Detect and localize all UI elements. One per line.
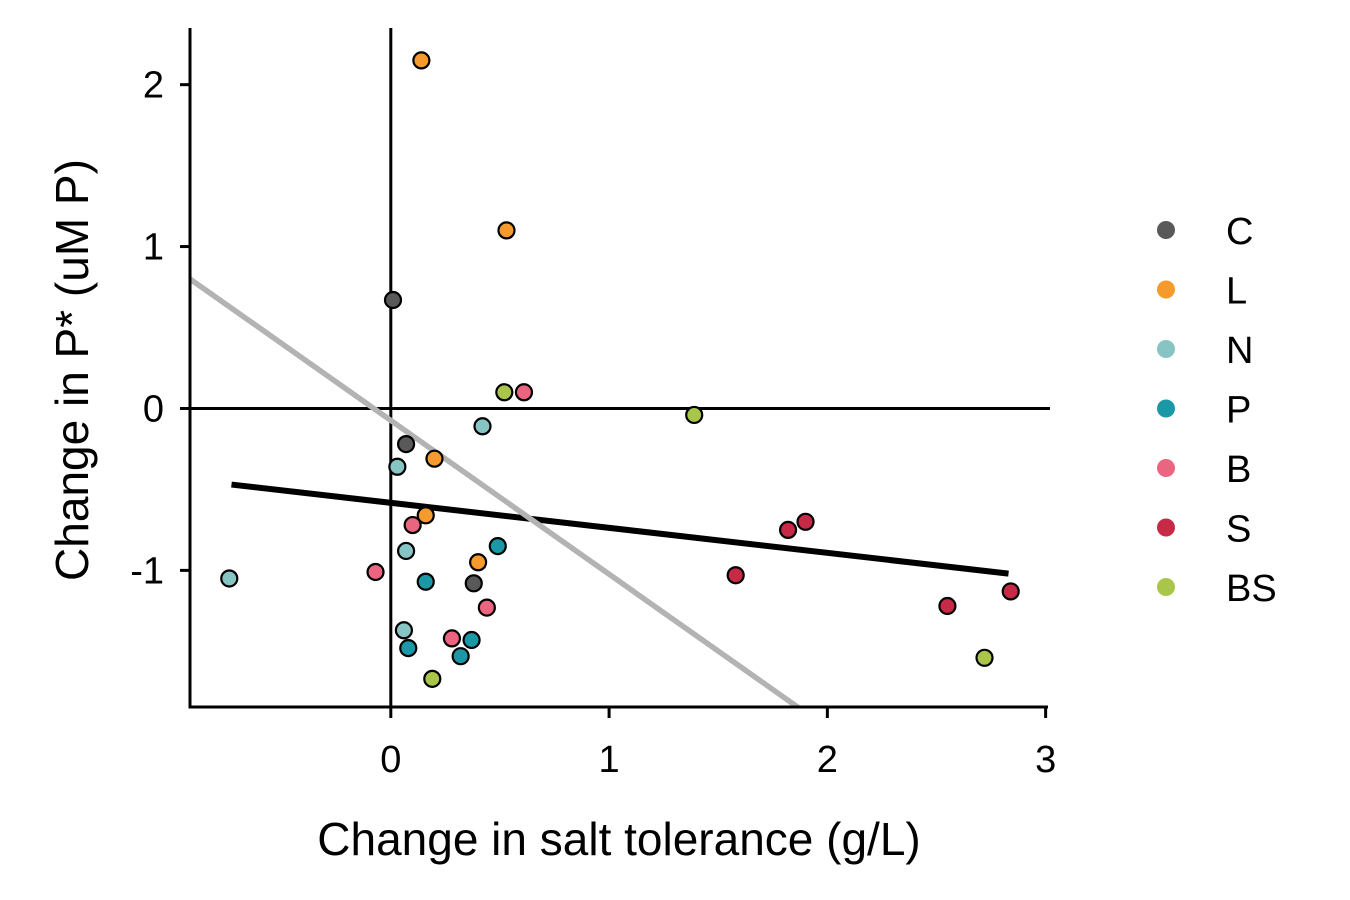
point-p xyxy=(451,647,470,666)
legend-label-bs: BS xyxy=(1226,568,1277,610)
point-c xyxy=(464,574,483,593)
point-s xyxy=(796,512,815,531)
point-n xyxy=(394,621,414,640)
x-tick-label: 1 xyxy=(599,739,620,781)
point-p xyxy=(488,536,507,556)
legend-marker-n xyxy=(1157,340,1175,358)
point-l xyxy=(469,553,488,572)
legend-label-s: S xyxy=(1226,509,1251,551)
point-b xyxy=(514,383,534,402)
legend-marker-bs xyxy=(1157,578,1175,596)
point-p xyxy=(399,638,418,658)
x-tick-label: 0 xyxy=(380,739,401,781)
axes: 0 1 2 3 -1 0 1 2 xyxy=(130,28,1056,781)
trend-lines xyxy=(190,276,1009,708)
point-b xyxy=(477,598,496,617)
point-l xyxy=(425,449,444,468)
trend-line-2 xyxy=(190,276,801,708)
trend-line-1 xyxy=(231,481,1009,577)
point-bs xyxy=(685,405,704,425)
point-s xyxy=(1001,582,1020,601)
y-tick-label: 1 xyxy=(143,227,164,269)
y-tick-label: 2 xyxy=(143,65,164,107)
point-l xyxy=(497,221,516,240)
point-s xyxy=(726,566,745,585)
point-s xyxy=(938,596,957,616)
y-tick-label: 0 xyxy=(143,388,164,430)
legend-label-l: L xyxy=(1226,271,1247,313)
point-n xyxy=(473,417,492,436)
legend-marker-b xyxy=(1157,459,1175,477)
point-b xyxy=(403,515,422,535)
legend-marker-l xyxy=(1157,280,1175,299)
legend-marker-c xyxy=(1157,221,1175,239)
legend-label-b: B xyxy=(1226,449,1251,491)
y-axis-title: Change in P* (uM P) xyxy=(46,159,98,581)
legend-marker-p xyxy=(1157,399,1175,418)
point-p xyxy=(462,630,481,650)
reference-lines xyxy=(190,28,1050,708)
x-tick-label: 3 xyxy=(1035,739,1056,781)
point-bs xyxy=(423,669,442,688)
y-tick-label: -1 xyxy=(130,550,164,592)
point-c xyxy=(396,434,416,454)
point-p xyxy=(416,572,435,591)
point-s xyxy=(778,520,798,540)
point-c xyxy=(383,290,403,310)
point-n xyxy=(388,457,407,476)
x-tick-label: 2 xyxy=(817,739,838,781)
x-ticks: 0 1 2 3 xyxy=(380,708,1056,781)
point-bs xyxy=(495,383,514,402)
point-n xyxy=(220,569,239,588)
x-axis-title: Change in salt tolerance (g/L) xyxy=(317,813,920,865)
point-b xyxy=(366,562,385,582)
point-n xyxy=(396,541,416,561)
data-points xyxy=(220,51,1020,688)
legend-marker-s xyxy=(1157,518,1175,537)
legend-label-c: C xyxy=(1226,211,1253,253)
legend-label-p: P xyxy=(1226,390,1251,432)
point-b xyxy=(442,629,462,648)
point-l xyxy=(412,51,431,70)
y-ticks: -1 0 1 2 xyxy=(130,65,190,592)
point-l xyxy=(416,506,435,525)
legend-label-n: N xyxy=(1226,330,1253,372)
point-bs xyxy=(975,648,994,667)
